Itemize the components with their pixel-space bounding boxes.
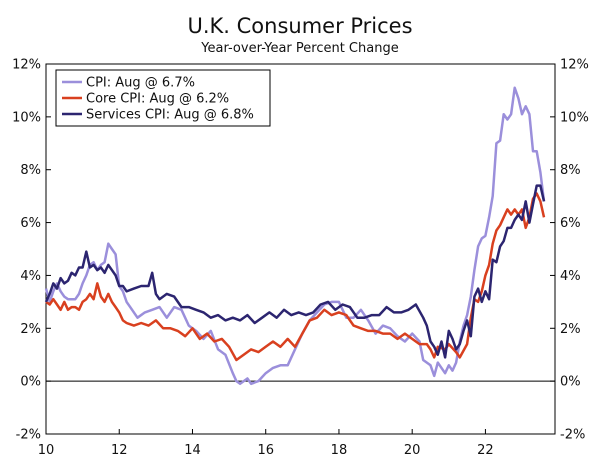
series-layer (44, 86, 546, 386)
y-tick-label-right: 2% (560, 322, 581, 337)
x-tick-label: 14 (184, 443, 201, 458)
legend-label-services-cpi: Services CPI: Aug @ 6.8% (86, 108, 254, 123)
chart-subtitle: Year-over-Year Percent Change (200, 41, 398, 56)
y-tick-label-right: 10% (560, 110, 589, 125)
plot-frame (45, 63, 556, 435)
y-tick-label-right: -2% (560, 428, 585, 443)
legend-label-cpi: CPI: Aug @ 6.7% (86, 76, 195, 91)
y-tick-label-left: 6% (20, 216, 41, 231)
y-tick-label-left: 12% (12, 58, 41, 73)
y-tick-label-right: 8% (560, 163, 581, 178)
y-tick-label-right: 6% (560, 216, 581, 231)
x-tick-label: 10 (38, 443, 55, 458)
series-line-cpi (44, 86, 546, 386)
x-tick-label: 12 (111, 443, 128, 458)
legend-label-core-cpi: Core CPI: Aug @ 6.2% (86, 92, 229, 107)
legend-box (55, 69, 271, 127)
series-line-services-cpi (44, 184, 546, 359)
y-tick-label-right: 12% (560, 58, 589, 73)
x-tick-label: 18 (331, 443, 348, 458)
y-tick-label-right: 4% (560, 269, 581, 284)
x-tick-label: 20 (404, 443, 421, 458)
y-tick-label-left: 10% (12, 110, 41, 125)
y-tick-label-left: -2% (16, 428, 41, 443)
x-tick-label: 22 (477, 443, 494, 458)
y-tick-label-left: 4% (20, 269, 41, 284)
ticks-layer: -2% -2% 0% 0% 2% 2% 4% 4% 6% 6% 8% 8% 10% 10% 12% 12% 10… (12, 58, 589, 459)
series-line-core-cpi (45, 192, 546, 362)
y-tick-label-left: 2% (20, 322, 41, 337)
chart-title: U.K. Consumer Prices (187, 14, 412, 38)
y-tick-label-left: 0% (20, 375, 41, 390)
legend: CPI: Aug @ 6.7% Core CPI: Aug @ 6.2% Ser… (55, 69, 271, 127)
y-tick-label-right: 0% (560, 375, 581, 390)
y-tick-label-left: 8% (20, 163, 41, 178)
x-tick-label: 16 (257, 443, 274, 458)
